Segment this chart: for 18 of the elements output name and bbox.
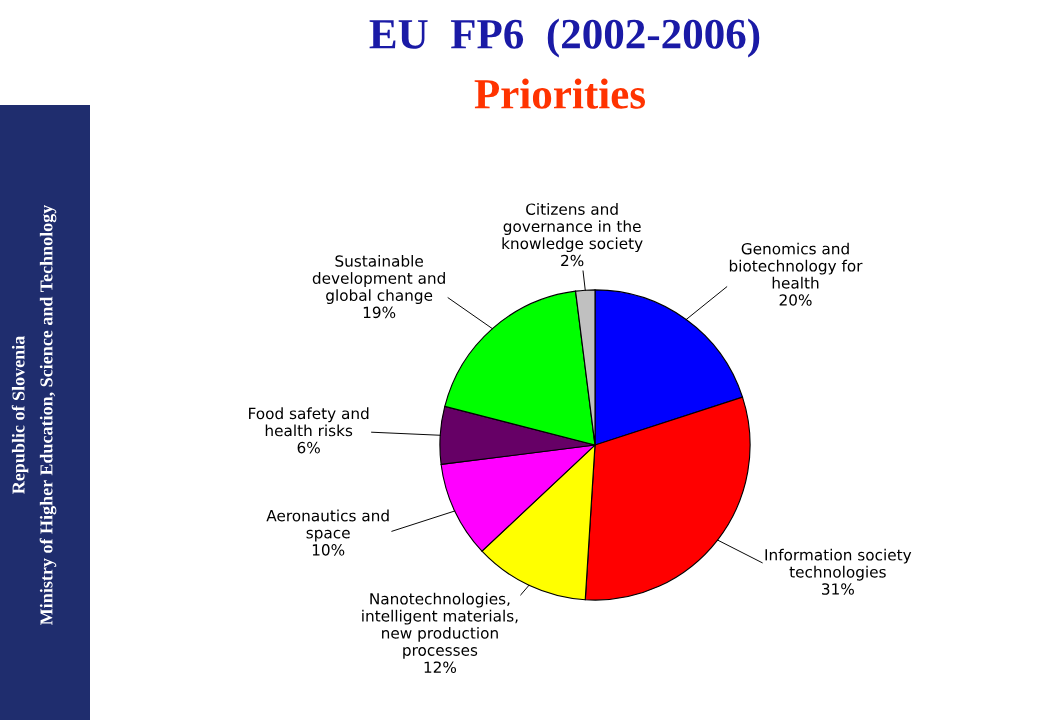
slice-label: Genomics and biotechnology for health	[729, 242, 863, 289]
data-label: 2%	[561, 254, 584, 267]
data-label: 31%	[822, 583, 854, 595]
data-label: 19%	[363, 306, 396, 319]
text: Ministry of Higher Education, Science and Technology	[39, 204, 57, 625]
chart-title: EU FP6 (2002-2006)	[369, 18, 760, 58]
slice-label: Citizens and governance in the knowledge society	[502, 203, 643, 253]
text: Republic of Slovenia	[11, 336, 29, 494]
slice-label: Aeronautics and space	[266, 509, 389, 542]
data-label: 20%	[779, 294, 812, 306]
data-label: 6%	[297, 441, 320, 454]
chart-subtitle: Priorities	[474, 78, 646, 109]
data-label: 12%	[424, 661, 457, 673]
data-label: 10%	[312, 544, 345, 556]
slice-label: Food safety and health risks	[249, 407, 369, 437]
slice-label: Nanotechnologies, intelligent materials, new production processes	[362, 592, 518, 659]
slice-label: Sustainable development and global change	[312, 254, 445, 304]
slice-label: Information society technologies	[765, 548, 912, 581]
